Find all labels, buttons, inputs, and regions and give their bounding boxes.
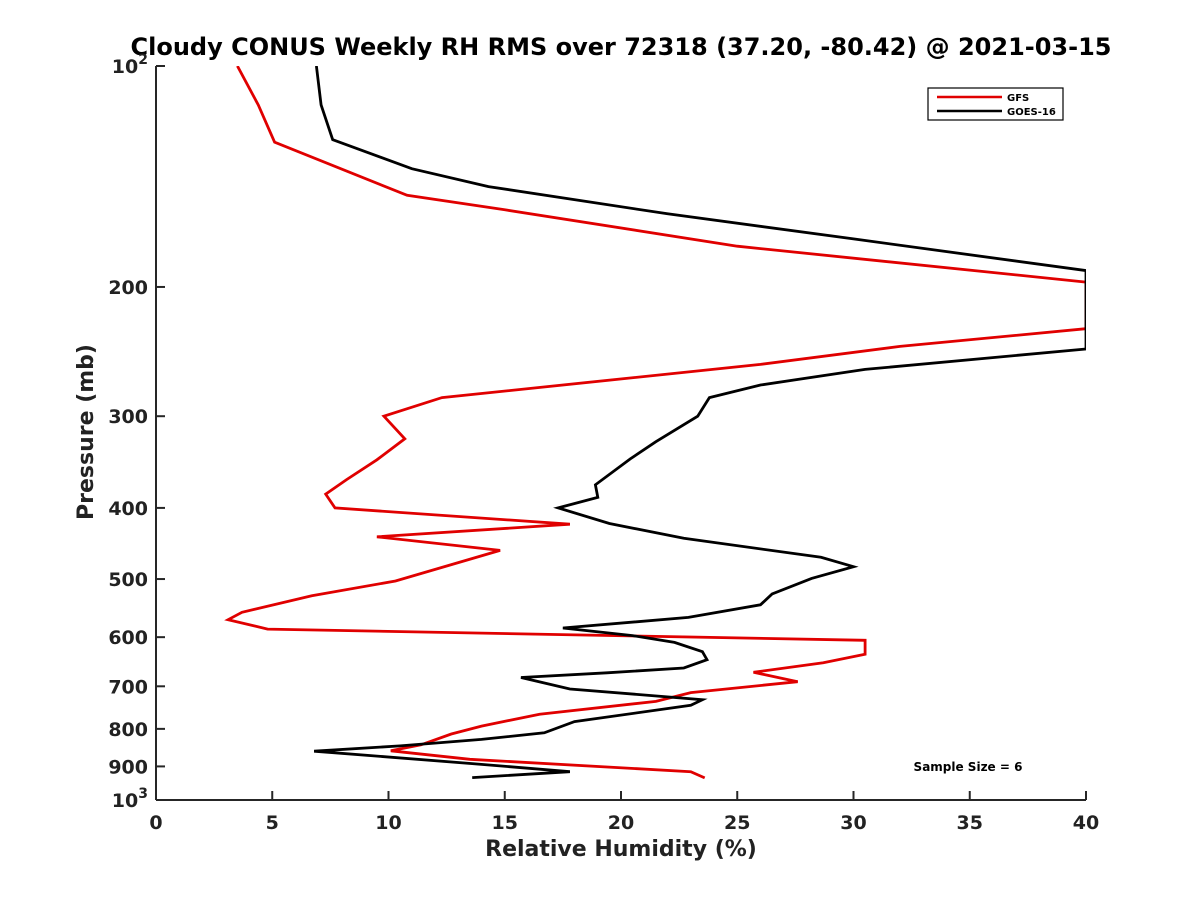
- series-layer: [224, 66, 1086, 780]
- y-tick-label: 102: [112, 52, 148, 78]
- series-line-gfs: [224, 66, 1086, 780]
- series-line-goes16: [313, 66, 1086, 779]
- x-tick-label: 25: [724, 812, 750, 834]
- legend-label-gfs: GFS: [1007, 93, 1029, 104]
- y-tick-label: 500: [108, 569, 148, 591]
- x-tick-label: 30: [840, 812, 866, 834]
- x-tick-label: 0: [149, 812, 162, 834]
- sample-size-annotation: Sample Size = 6: [914, 760, 1023, 774]
- legend-box: [927, 87, 1064, 121]
- y-tick-label: 200: [108, 277, 148, 299]
- x-axis-label: Relative Humidity (%): [485, 837, 757, 862]
- y-tick-label: 103: [112, 786, 148, 812]
- y-tick-label: 800: [108, 719, 148, 741]
- chart-title: Cloudy CONUS Weekly RH RMS over 72318 (3…: [131, 33, 1112, 61]
- y-tick-label: 300: [108, 406, 148, 428]
- legend: GFS GOES-16: [927, 87, 1064, 121]
- x-tick-label: 10: [375, 812, 401, 834]
- x-tick-label: 35: [957, 812, 983, 834]
- y-tick-label: 400: [108, 498, 148, 520]
- x-tick-label: 20: [608, 812, 634, 834]
- y-tick-label: 600: [108, 627, 148, 649]
- x-tick-label: 40: [1073, 812, 1099, 834]
- legend-label-goes16: GOES-16: [1007, 107, 1056, 118]
- axes-layer: 0 5 10 15 20 25 30 35 40 102 200 300 400 500 600 700 800…: [108, 52, 1099, 834]
- y-tick-label: 900: [108, 756, 148, 778]
- x-tick-label: 5: [266, 812, 279, 834]
- y-axis-label: Pressure (mb): [74, 344, 99, 520]
- x-tick-label: 15: [492, 812, 518, 834]
- y-tick-label: 700: [108, 676, 148, 698]
